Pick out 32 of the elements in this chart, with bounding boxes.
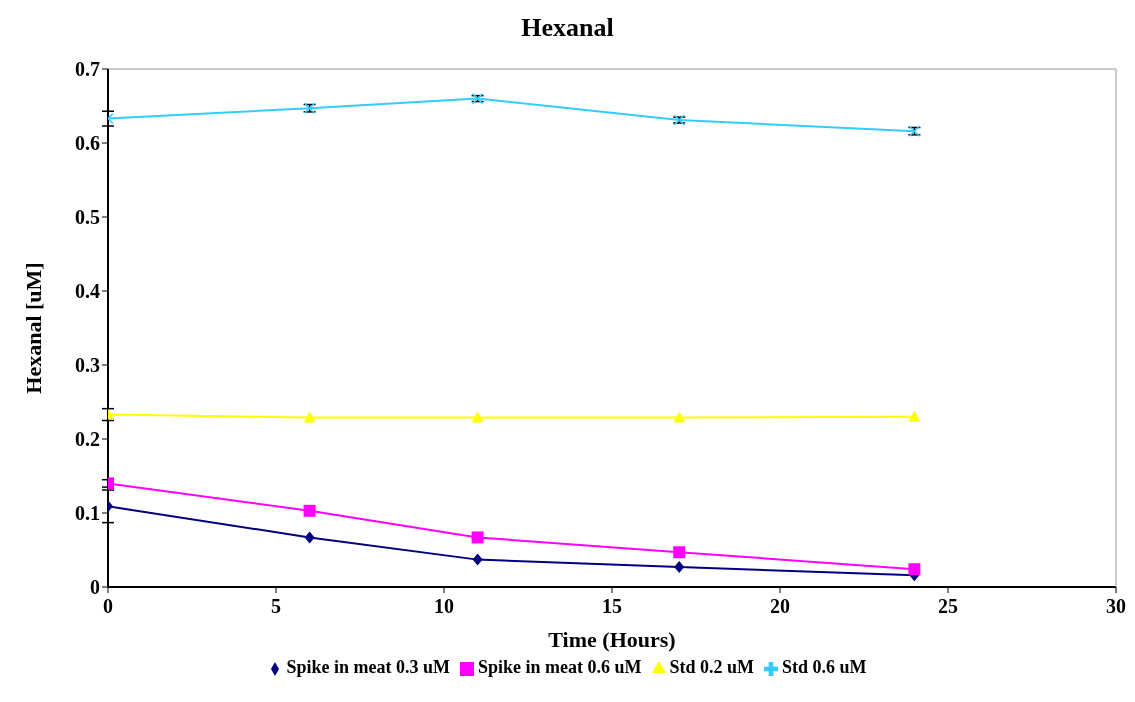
x-tick-label: 15 (602, 595, 622, 618)
point (674, 561, 685, 574)
point (471, 411, 484, 423)
point (303, 504, 316, 517)
point (908, 410, 921, 422)
x-tick-label: 20 (770, 595, 790, 618)
legend-label: Std 0.2 uM (669, 657, 755, 677)
chart-title: Hexanal (520, 12, 615, 44)
y-axis-title: Hexanal [uM] (20, 262, 46, 394)
point (673, 411, 686, 423)
legend-label: Spike in meat 0.6 uM (477, 657, 642, 677)
legend-label: Spike in meat 0.3 uM (286, 657, 450, 677)
y-tick-label: 0.5 (75, 206, 100, 229)
y-tick-label: 0.3 (75, 354, 100, 377)
point (673, 546, 686, 559)
y-tick-label: 0 (90, 576, 100, 599)
y-tick-label: 0.2 (75, 428, 100, 451)
point (908, 563, 921, 576)
y-tick-label: 0.4 (75, 280, 100, 303)
x-tick-label: 25 (938, 595, 958, 618)
y-tick-label: 0.6 (75, 132, 100, 155)
point (471, 531, 484, 544)
point (303, 411, 316, 423)
point (472, 553, 483, 566)
x-tick-label: 30 (1106, 595, 1126, 618)
legend-label: Std 0.6 uM (782, 657, 867, 677)
y-tick-label: 0.7 (75, 58, 100, 81)
x-tick-label: 5 (271, 595, 281, 618)
y-tick-label: 0.1 (75, 502, 100, 525)
point (304, 531, 315, 544)
x-axis-title: Time (Hours) (548, 627, 676, 652)
x-tick-label: 10 (434, 595, 454, 618)
